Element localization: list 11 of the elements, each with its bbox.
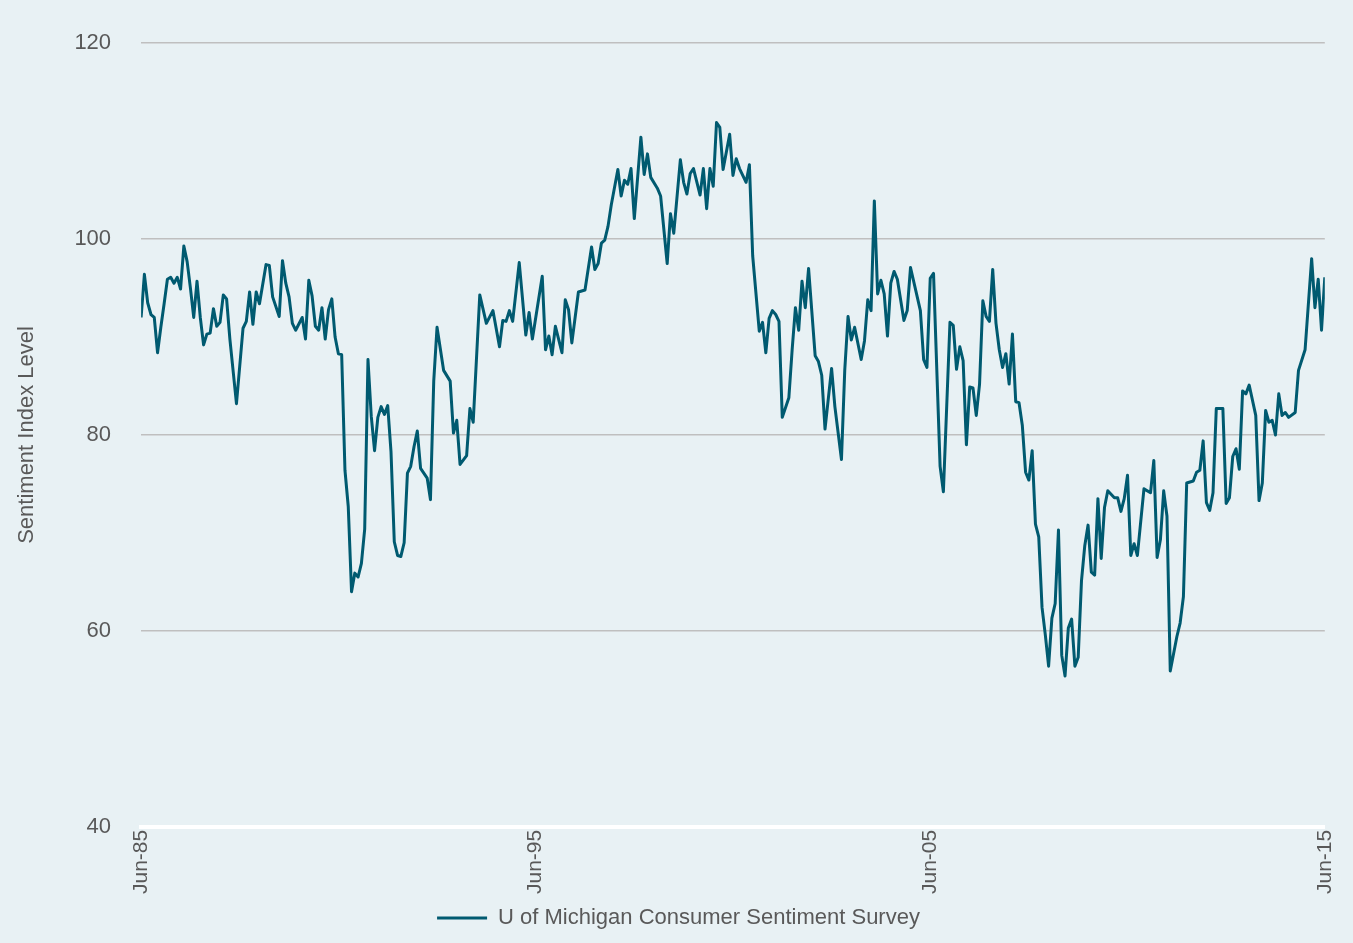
y-tick-label: 100 xyxy=(74,225,112,251)
y-tick-label: 60 xyxy=(86,616,112,642)
x-tick-label: Jun-05 xyxy=(917,829,941,895)
y-tick-label: 40 xyxy=(86,812,112,838)
x-tick-label: Jun-85 xyxy=(127,829,151,895)
y-tick-label: 120 xyxy=(74,29,112,55)
y-tick-label: 80 xyxy=(86,421,112,447)
y-axis-title: Sentiment Index Level xyxy=(13,326,39,544)
legend-label: U of Michigan Consumer Sentiment Survey xyxy=(498,904,920,930)
x-tick-label: Jun-95 xyxy=(522,829,546,895)
x-tick-label: Jun-15 xyxy=(1311,829,1335,895)
